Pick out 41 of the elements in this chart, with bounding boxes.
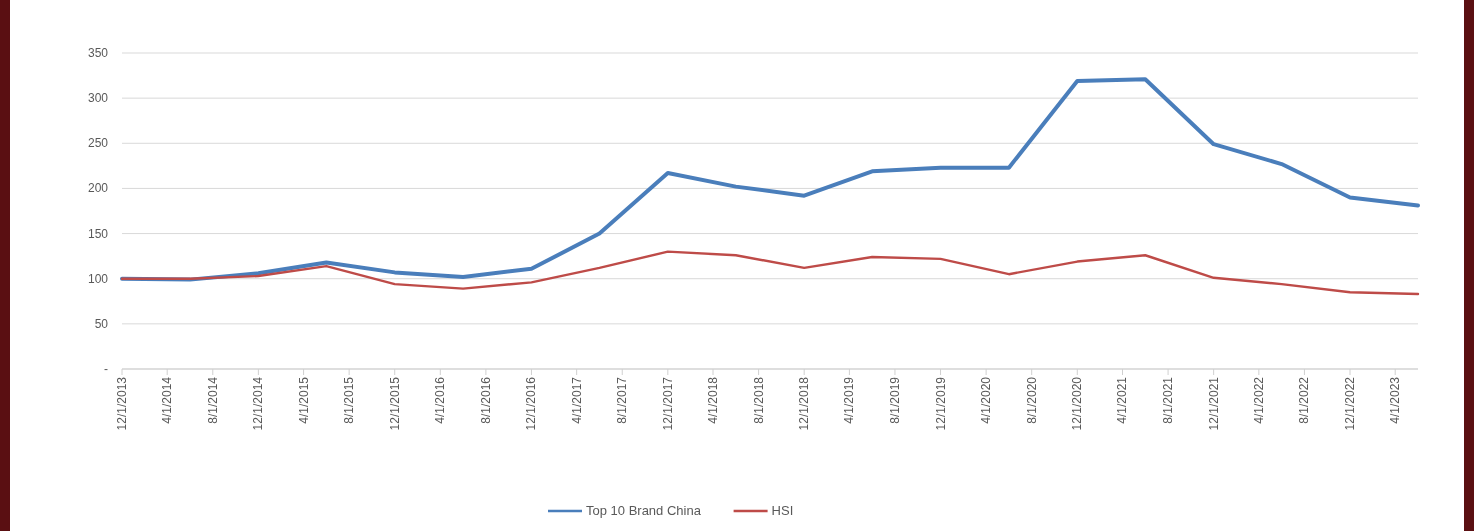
legend-label: HSI (771, 503, 794, 518)
y-tick-label: 150 (87, 226, 109, 241)
y-tick-label: 250 (87, 136, 109, 151)
line-series (120, 250, 1420, 296)
x-tick-label: 12/1/2017 (660, 376, 675, 431)
x-tick-label: 12/1/2020 (1070, 376, 1085, 431)
legend-label: Top 10 Brand China (586, 503, 702, 518)
x-tick-label: 8/1/2018 (751, 376, 766, 424)
x-tick-label: 4/1/2022 (1251, 376, 1266, 424)
x-tick-label: 12/1/2016 (524, 376, 539, 431)
x-tick-label: 4/1/2018 (706, 376, 721, 424)
x-tick-label: 12/1/2022 (1343, 376, 1358, 431)
x-tick-label: 4/1/2017 (569, 376, 584, 424)
x-tick-label: 4/1/2020 (979, 376, 994, 424)
x-tick-label: 12/1/2015 (387, 376, 402, 431)
x-tick-label: 4/1/2021 (1115, 376, 1130, 424)
y-tick-label: 50 (94, 316, 109, 331)
x-tick-label: 8/1/2014 (205, 376, 220, 424)
x-tick-label: 12/1/2021 (1206, 376, 1221, 431)
x-tick-label: 12/1/2018 (797, 376, 812, 431)
x-tick-label: 12/1/2014 (251, 376, 266, 431)
y-tick-label: 100 (87, 271, 109, 286)
x-tick-label: 8/1/2016 (478, 376, 493, 424)
y-tick-label: - (104, 362, 108, 376)
x-tick-label: 8/1/2019 (887, 376, 902, 424)
y-tick-label: 350 (87, 46, 109, 60)
x-tick-label: 8/1/2022 (1297, 376, 1312, 424)
x-tick-label: 8/1/2020 (1024, 376, 1039, 424)
x-tick-label: 4/1/2014 (160, 376, 175, 424)
x-tick-label: 12/1/2019 (933, 376, 948, 431)
x-tick-label: 4/1/2023 (1388, 376, 1403, 424)
x-tick-label: 8/1/2015 (342, 376, 357, 424)
x-tick-label: 4/1/2015 (296, 376, 311, 424)
y-tick-label: 300 (87, 91, 109, 106)
line-series (120, 77, 1420, 282)
x-tick-label: 8/1/2021 (1161, 376, 1176, 424)
x-tick-label: 4/1/2016 (433, 376, 448, 424)
x-tick-label: 12/1/2013 (115, 376, 129, 431)
y-tick-label: 200 (87, 181, 109, 196)
x-tick-label: 8/1/2017 (615, 376, 630, 424)
x-tick-label: 4/1/2019 (842, 376, 857, 424)
